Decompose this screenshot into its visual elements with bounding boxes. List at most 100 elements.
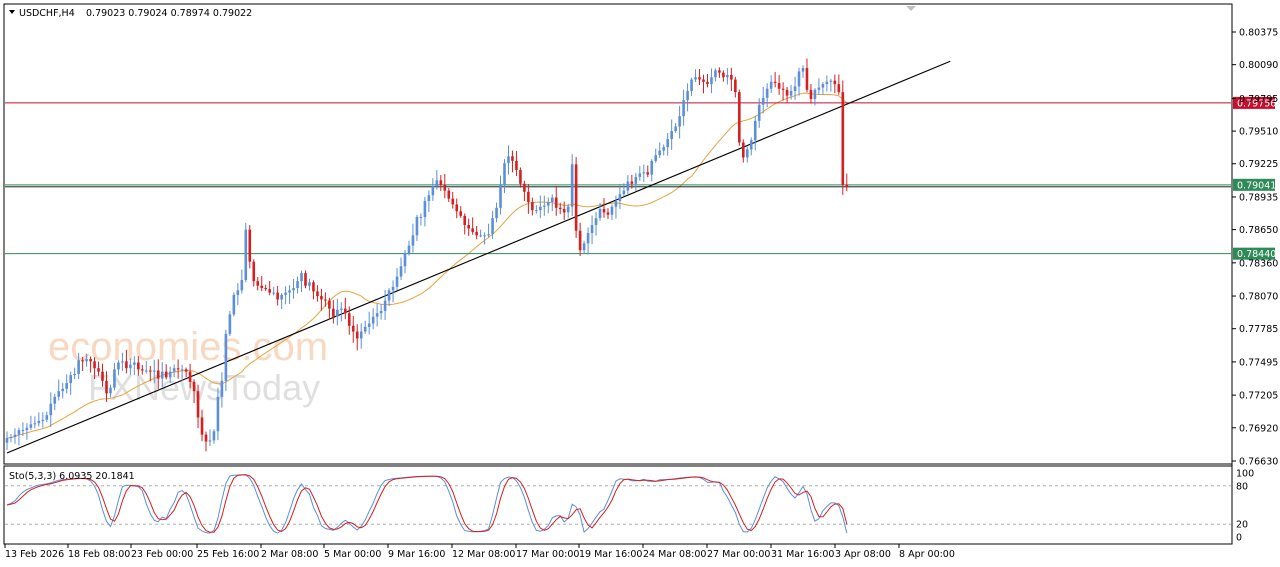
candle-body — [698, 77, 701, 80]
candle-body — [248, 229, 252, 262]
candle-body — [570, 164, 574, 207]
candle-body — [256, 281, 260, 286]
candle-body — [447, 190, 451, 199]
candle-body — [503, 163, 506, 185]
candle-body — [105, 380, 108, 394]
candle-body — [109, 387, 112, 394]
candle-body — [391, 286, 395, 291]
candle-body — [65, 383, 68, 389]
candle-body — [160, 371, 164, 379]
candle-body — [527, 191, 530, 203]
x-tick-label: 17 Mar 00:00 — [516, 549, 579, 560]
level-price-tag — [1233, 247, 1275, 260]
candle-body — [566, 206, 570, 213]
candle-body — [216, 396, 220, 432]
candle-body — [475, 231, 478, 236]
level-price-label: 0.79041 — [1237, 180, 1276, 191]
y-tick-label: 0.78935 — [1239, 192, 1278, 203]
candle-body — [694, 77, 697, 80]
y-tick-label: 0.76630 — [1239, 457, 1278, 468]
time-axis-layer: 13 Feb 2026 18 Feb 08:00 23 Feb 00:00 25 Fe… — [4, 544, 955, 560]
candle-body — [395, 276, 399, 287]
candle-body — [614, 200, 618, 207]
candle-body — [45, 415, 49, 420]
candle-body — [172, 368, 176, 372]
candle-body — [403, 253, 407, 267]
candle-body — [328, 300, 331, 309]
candle-body — [471, 228, 474, 232]
candle-body — [793, 86, 797, 91]
candle-body — [129, 364, 132, 369]
candle-body — [642, 172, 646, 174]
stoch-signal-line — [6, 474, 848, 533]
candle-body — [841, 92, 845, 185]
candle-body — [280, 294, 283, 300]
candle-body — [523, 183, 526, 192]
candle-body — [320, 296, 323, 300]
candle-body — [308, 282, 311, 286]
candle-body — [670, 131, 673, 140]
level-price-label: 0.78440 — [1237, 249, 1276, 260]
candle-body — [399, 266, 403, 277]
candle-body — [133, 362, 136, 365]
candle-body — [646, 172, 650, 175]
candle-body — [682, 100, 685, 117]
candle-body — [5, 438, 9, 443]
candle-body — [208, 440, 212, 442]
candle-body — [730, 74, 733, 80]
candle-body — [435, 180, 439, 187]
candle-body — [757, 104, 761, 121]
x-tick-label: 25 Feb 16:00 — [197, 549, 259, 560]
x-tick-label: 18 Feb 08:00 — [68, 549, 130, 560]
candle-body — [817, 87, 821, 90]
candle-body — [805, 68, 809, 90]
candle-body — [554, 197, 558, 208]
candle-body — [574, 164, 578, 231]
candle-body — [137, 362, 140, 370]
chart-shift-marker-icon[interactable] — [906, 6, 916, 11]
candle-body — [164, 371, 168, 378]
candle-body — [355, 331, 359, 339]
candle-body — [244, 229, 248, 281]
candle-body — [9, 436, 13, 439]
y-tick-label: 0.78650 — [1239, 225, 1278, 236]
candle-body — [690, 79, 693, 91]
candle-body — [602, 208, 606, 213]
candle-body — [829, 80, 833, 82]
candle-body — [419, 217, 423, 219]
candle-body — [451, 198, 455, 205]
horizontal-levels-layer: 0.79756 0.79041 0.78440 — [5, 96, 1276, 260]
candle-body — [749, 140, 753, 150]
candle-body — [511, 156, 514, 161]
candle-body — [304, 273, 307, 286]
candle-body — [610, 206, 614, 215]
candle-body — [77, 360, 80, 374]
candle-body — [463, 215, 466, 226]
candle-body — [423, 200, 427, 218]
candle-body — [312, 282, 315, 292]
stoch-tick-label: 80 — [1236, 481, 1248, 492]
candle-body — [519, 170, 522, 184]
watermark-economies: economies.com — [48, 325, 328, 369]
candle-body — [292, 288, 295, 291]
candle-body — [714, 70, 717, 78]
candle-body — [578, 230, 582, 251]
candle-body — [49, 403, 53, 416]
candle-body — [487, 234, 490, 236]
candle-body — [821, 84, 825, 88]
level-price-label: 0.79756 — [1237, 98, 1276, 109]
candle-body — [678, 116, 681, 127]
candle-body — [324, 299, 327, 301]
candle-body — [240, 280, 244, 291]
y-tick-label: 0.79795 — [1239, 94, 1278, 105]
candle-body — [69, 375, 72, 384]
candle-body — [332, 308, 335, 317]
candle-body — [85, 359, 88, 362]
symbol-dropdown-icon[interactable] — [9, 10, 15, 14]
candle-body — [387, 290, 391, 301]
x-tick-label: 19 Mar 16:00 — [579, 549, 642, 560]
candle-body — [483, 235, 486, 237]
candle-body — [268, 289, 271, 293]
